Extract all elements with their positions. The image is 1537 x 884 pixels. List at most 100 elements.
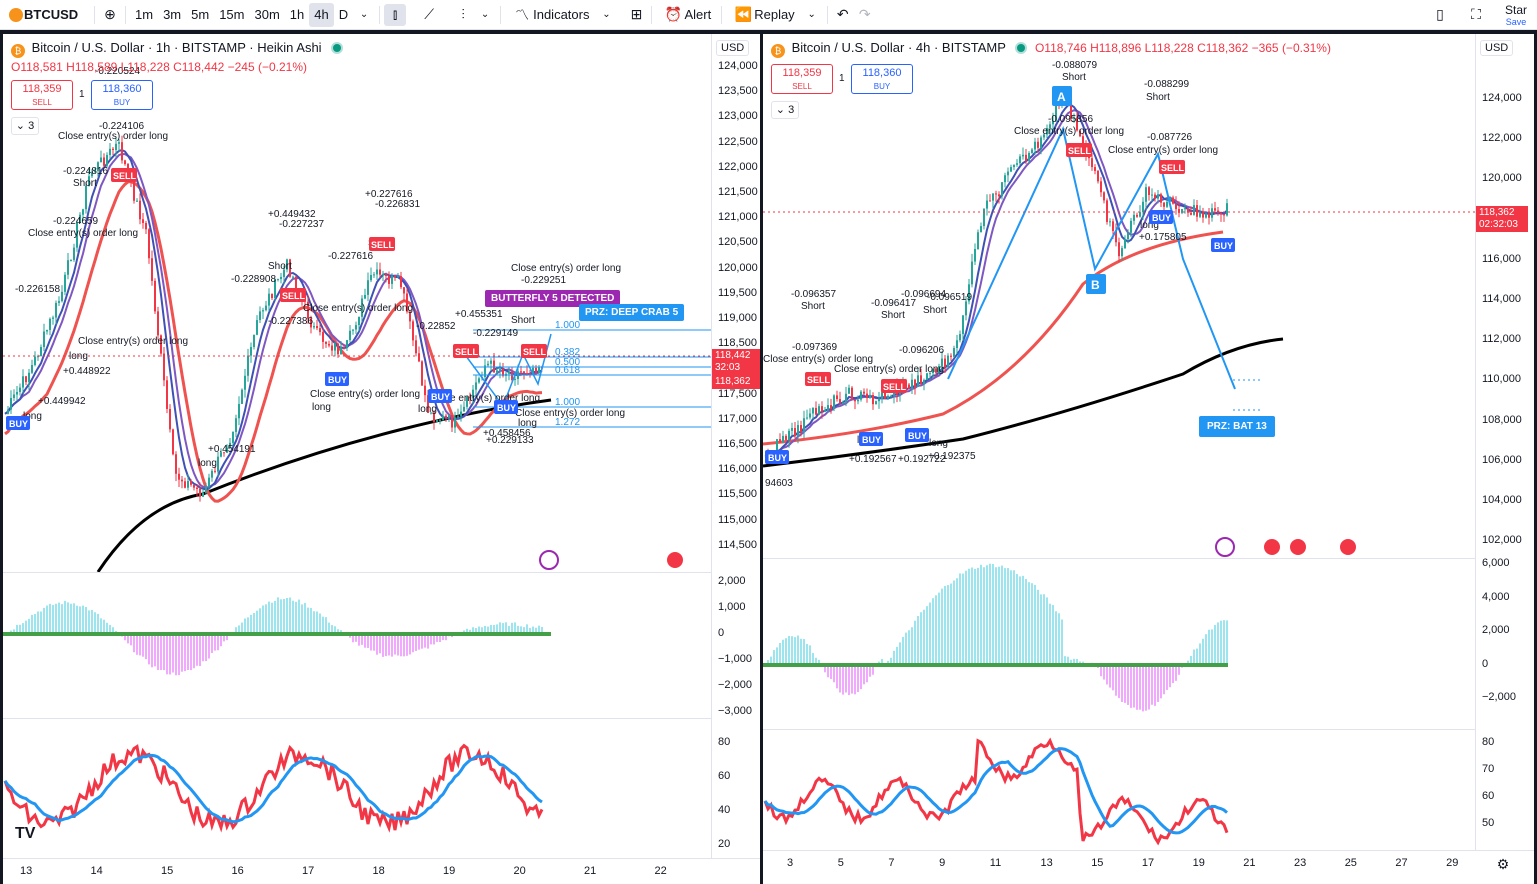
candle-body — [1073, 117, 1075, 119]
interval-3m[interactable]: 3m — [163, 7, 182, 22]
candle-body — [523, 371, 525, 374]
buy-signal-text: BUY — [1214, 241, 1233, 251]
undo-icon[interactable]: ↶ — [836, 6, 849, 22]
price-tick: 124,000 — [718, 60, 758, 72]
candle-body — [1208, 213, 1210, 218]
pane-divider[interactable] — [3, 718, 760, 719]
right-sell-button[interactable]: 118,359 SELL — [771, 64, 833, 94]
interval-5m[interactable]: 5m — [191, 7, 210, 22]
right-price-axis[interactable]: USD 124,000122,000120,000118,000116,0001… — [1475, 34, 1534, 850]
right-time-axis[interactable]: 3 5 7 9 11 13 15 17 19 21 23 25 27 29 ⚙ — [763, 850, 1534, 876]
fullscreen-icon[interactable]: ⛶ — [1471, 6, 1481, 22]
candle-body — [364, 294, 366, 299]
macd-tick: 0 — [1482, 657, 1489, 670]
time-tick: 21 — [584, 865, 597, 877]
candle-body — [1172, 197, 1174, 204]
candle-body — [535, 367, 537, 373]
candle-body — [262, 310, 264, 312]
candle-body — [1181, 209, 1183, 213]
price-tick: 117,500 — [718, 387, 757, 400]
candle-body — [352, 329, 354, 331]
indicators-label: Indicators — [533, 7, 590, 22]
chevron-down-icon[interactable]: ⌄ — [602, 9, 611, 20]
rsi-tick: 60 — [1482, 790, 1495, 802]
left-currency-selector[interactable]: USD — [716, 40, 750, 56]
current-price: 118,362 — [1479, 207, 1515, 218]
strategy-label: 94603 — [765, 478, 793, 489]
settings-gear-icon[interactable]: ⚙ — [1496, 855, 1510, 872]
strategy-label: -0.227386 — [268, 316, 313, 327]
star-save-button[interactable]: Star Save — [1495, 3, 1537, 27]
pane-divider[interactable] — [763, 558, 1534, 559]
sell-signal-text: SELL — [113, 171, 137, 181]
pane-divider[interactable] — [3, 572, 760, 573]
interval-30m[interactable]: 30m — [254, 7, 280, 22]
candle-body — [878, 398, 880, 402]
interval-4h[interactable]: 4h — [309, 2, 334, 27]
left-chart-panel[interactable]: 1.000 0.382 0.500 0.618 1.000 1.272 -0.220524 -… — [3, 34, 760, 884]
replay-button[interactable]: ⏪ Replay — [726, 0, 800, 30]
right-chart-panel[interactable]: A B -0.088079 Short -0.095856 Close entry(s) … — [763, 34, 1534, 884]
candle-body — [280, 276, 282, 280]
interval-d[interactable]: D — [338, 7, 349, 22]
left-price-pane[interactable]: 1.000 0.382 0.500 0.618 1.000 1.272 -0.220524 -… — [3, 34, 711, 572]
interval-1m[interactable]: 1m — [135, 7, 154, 22]
chevron-down-icon[interactable]: ⌄ — [480, 9, 490, 20]
candle-body — [833, 395, 835, 410]
point-b-label: B — [1091, 278, 1100, 292]
right-buy-button[interactable]: 118,360 BUY — [851, 64, 913, 94]
left-sell-button[interactable]: 118,359 SELL — [11, 80, 73, 110]
rsi-tick: 50 — [1482, 817, 1495, 829]
right-price-pane[interactable]: A B -0.088079 Short -0.095856 Close entry(s) … — [763, 34, 1475, 558]
indicators-button[interactable]: 〽 Indicators — [505, 0, 595, 30]
left-indicators-collapse[interactable]: ⌄ 3 — [11, 117, 39, 135]
strategy-label: long — [418, 404, 437, 415]
countdown: 02:32:03 — [1479, 219, 1518, 230]
chevron-down-icon[interactable]: ⌄ — [807, 9, 816, 20]
left-buy-button[interactable]: 118,360 BUY — [91, 80, 153, 110]
layout-split-icon[interactable]: ▯ — [1436, 6, 1444, 22]
strategy-label: long — [1140, 220, 1159, 231]
left-macd-pane[interactable] — [3, 573, 711, 718]
candle-body — [998, 194, 1000, 197]
sell-signal — [881, 379, 907, 393]
pane-divider[interactable] — [763, 729, 1534, 730]
candle-body — [142, 219, 144, 224]
candle-body — [451, 415, 453, 428]
buy-signal — [428, 389, 452, 403]
interval-1h[interactable]: 1h — [289, 7, 305, 22]
compare-icon[interactable]: ⫶ — [461, 6, 465, 22]
symbol-search[interactable]: BTCUSD — [0, 0, 90, 30]
right-ohlc: O118,746 H118,896 L118,228 C118,362 −365… — [1034, 41, 1331, 55]
fib-level-label: 0.382 — [555, 347, 580, 358]
right-macd-pane[interactable] — [763, 559, 1475, 729]
add-symbol-icon[interactable]: ⊕ — [104, 6, 116, 22]
right-currency-selector[interactable]: USD — [1480, 40, 1514, 56]
candle-body — [968, 284, 970, 302]
time-tick: 20 — [513, 865, 526, 877]
candles-icon[interactable]: ⫾ — [384, 3, 407, 26]
candle-body — [37, 356, 39, 358]
candle-body — [962, 315, 964, 335]
candle-body — [1130, 220, 1132, 233]
layout-grid-icon[interactable]: ⊞ — [630, 6, 643, 22]
strategy-label: -0.228908 — [231, 274, 276, 285]
right-rsi-pane[interactable] — [763, 730, 1475, 850]
left-price-axis[interactable]: USD 124,000 123,500 123,000 122,500 122,000 1… — [711, 34, 760, 858]
candle-body — [794, 428, 796, 436]
point-a-marker — [1052, 86, 1072, 106]
price-tick: 122,000 — [1482, 132, 1522, 145]
right-indicators-collapse[interactable]: ⌄ 3 — [771, 101, 799, 119]
left-rsi-pane[interactable]: TV — [3, 719, 711, 858]
redo-icon[interactable]: ↷ — [858, 6, 871, 22]
left-time-axis[interactable]: 13 14 15 16 17 18 19 20 21 22 — [3, 858, 760, 884]
buy-signal — [6, 416, 30, 430]
chevron-down-icon[interactable]: ⌄ — [359, 9, 369, 20]
interval-15m[interactable]: 15m — [219, 7, 245, 22]
tradingview-logo[interactable]: TV — [15, 825, 36, 842]
alert-button[interactable]: ⏰ Alert — [656, 0, 717, 30]
candle-body — [1157, 194, 1159, 199]
line-chart-icon[interactable]: ⟋ — [424, 6, 435, 22]
